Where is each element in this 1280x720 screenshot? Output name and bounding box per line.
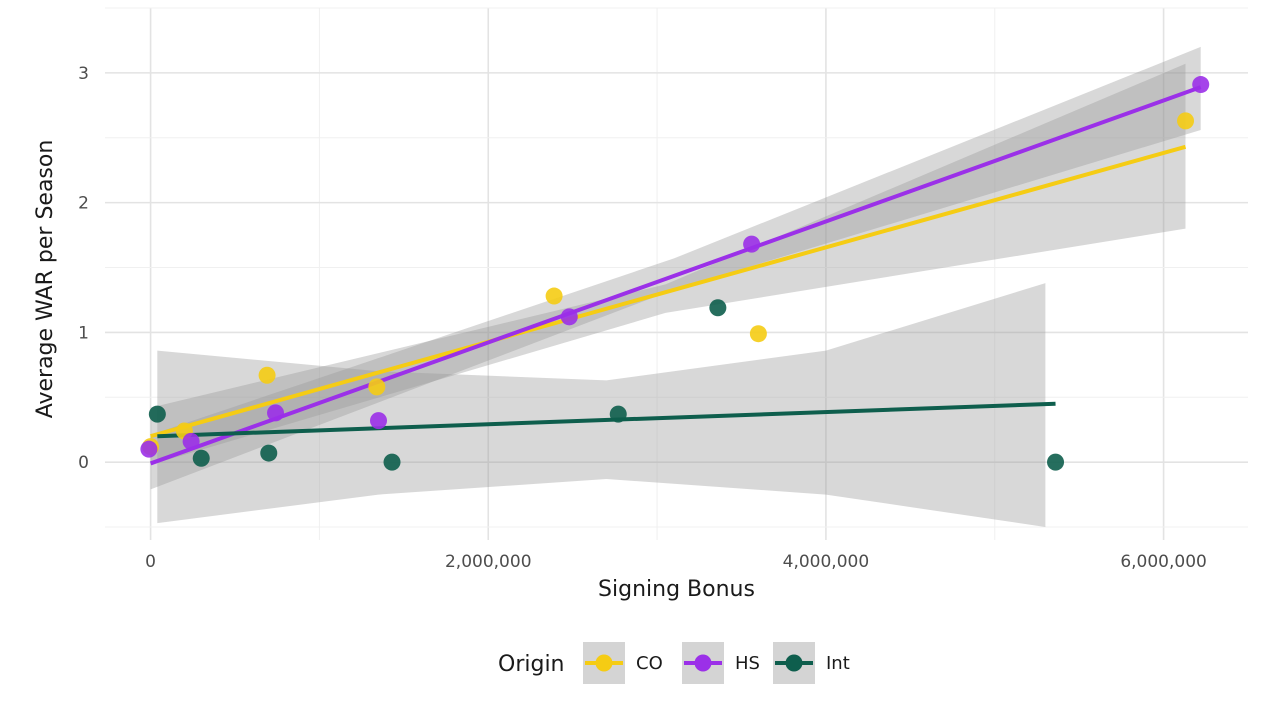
data-point-int [383,453,401,471]
legend-label-co: CO [636,653,663,674]
fit-line-hs [149,85,1202,466]
legend: Origin CO HS Int [498,642,850,684]
data-point-hs [743,235,761,253]
data-points [140,76,1210,471]
legend-dot-hs [694,654,712,672]
legend-label-hs: HS [735,653,760,674]
data-point-hs [1192,76,1210,94]
x-tick-label: 6,000,000 [1120,552,1207,572]
x-tick-label: 4,000,000 [783,552,870,572]
y-tick-label: 1 [78,323,89,343]
data-point-hs [267,404,285,422]
confidence-band-int [157,283,1046,527]
data-point-co [368,378,386,396]
data-point-hs [140,440,158,458]
data-point-co [1177,112,1195,130]
legend-dot-int [785,654,803,672]
y-tick-label: 2 [78,194,89,214]
legend-dot-co [595,654,613,672]
x-tick-label: 2,000,000 [445,552,532,572]
fit-line-co [150,144,1187,439]
data-point-co [545,287,563,305]
fit-line-int [157,401,1056,439]
legend-label-int: Int [826,653,850,674]
data-point-hs [182,432,200,450]
data-point-hs [370,412,388,430]
x-axis-title: Signing Bonus [598,577,755,602]
tick-labels: 0 2,000,000 4,000,000 6,000,000 0 1 2 3 [78,64,1207,572]
data-point-hs [560,308,578,326]
confidence-bands [150,46,1201,527]
data-point-int [192,449,210,467]
y-tick-label: 3 [78,64,89,84]
x-tick-label: 0 [145,552,156,572]
fit-lines [149,85,1202,466]
data-point-co [258,366,276,384]
data-point-int [1047,453,1065,471]
data-point-int [609,405,627,423]
confidence-band-hs [150,46,1201,490]
data-point-int [260,444,278,462]
legend-title: Origin [498,652,565,677]
y-tick-label: 0 [78,453,89,473]
data-point-int [709,299,727,317]
y-axis-title: Average WAR per Season [33,140,58,419]
data-point-co [749,325,767,343]
legend-keys: CO HS Int [583,642,850,684]
data-point-int [148,405,166,423]
